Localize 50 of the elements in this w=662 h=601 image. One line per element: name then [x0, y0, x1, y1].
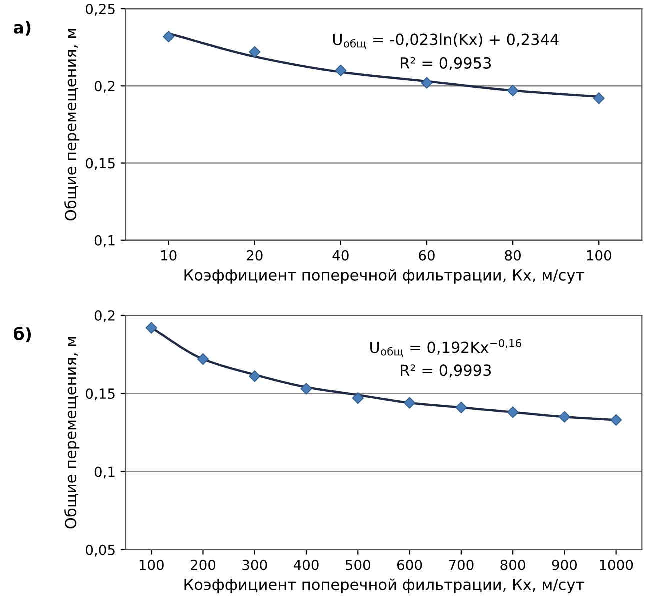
- y-tick-label: 0,15: [86, 388, 115, 401]
- point: [404, 397, 416, 409]
- x-tick-label: 600: [397, 560, 422, 570]
- x-tick-label: 300: [242, 560, 268, 570]
- annotation: U$_{общ}$ = -0,023ln(Kx) + 0,2344: [333, 34, 559, 50]
- x-axis-title: Коэффициент поперечной фильтрации, Кх, м/сут: [184, 578, 584, 594]
- text: б): [14, 327, 32, 342]
- point: [593, 92, 605, 104]
- x-tick-label: 700: [449, 560, 474, 570]
- point: [507, 406, 519, 418]
- point: [558, 411, 570, 423]
- text: а): [14, 21, 31, 36]
- y-axis-title: Общие перемещения, м: [64, 29, 80, 221]
- y-tick-label: 0,1: [94, 466, 115, 479]
- y-tick-label: 0,2: [94, 81, 115, 94]
- x-tick-label: 80: [505, 250, 521, 261]
- y-tick-label: 0,1: [94, 235, 115, 248]
- x-tick-label: 200: [190, 560, 216, 570]
- point: [197, 353, 210, 366]
- point: [249, 46, 261, 58]
- x-tick-label: 900: [552, 560, 578, 570]
- annotation: R² = 0,9953: [401, 57, 492, 71]
- x-tick-label: 40: [332, 250, 349, 261]
- x-axis-title: Коэффициент поперечной фильтрации, Кх, м/сут: [184, 269, 584, 284]
- annotation: U$_{общ}$ = 0,192Kx$^{−0,16}$: [370, 339, 522, 358]
- x-tick-label: 100: [587, 250, 612, 261]
- x-tick-label: 400: [294, 560, 319, 570]
- y-axis-title: Общие перемещения, м: [64, 337, 80, 529]
- x-tick-label: 100: [140, 560, 164, 570]
- point: [610, 414, 622, 426]
- point: [249, 370, 261, 382]
- point: [335, 64, 347, 77]
- point: [300, 383, 312, 395]
- y-tick-label: 0,25: [86, 4, 115, 16]
- x-tick-label: 1000: [600, 560, 634, 570]
- point: [421, 77, 433, 89]
- y-tick-label: 0,05: [86, 544, 115, 557]
- x-tick-label: 60: [419, 250, 435, 261]
- annotation: R² = 0,9993: [401, 364, 492, 378]
- point: [146, 322, 158, 334]
- y-tick-label: 0,15: [86, 158, 115, 170]
- point: [352, 392, 364, 404]
- x-tick-label: 500: [346, 560, 370, 570]
- x-tick-label: 10: [162, 250, 177, 261]
- y-tick-label: 0,2: [94, 310, 115, 322]
- point: [163, 30, 175, 43]
- x-tick-label: 20: [247, 250, 263, 261]
- point: [507, 84, 519, 97]
- point: [456, 402, 468, 414]
- x-tick-label: 800: [500, 560, 526, 570]
